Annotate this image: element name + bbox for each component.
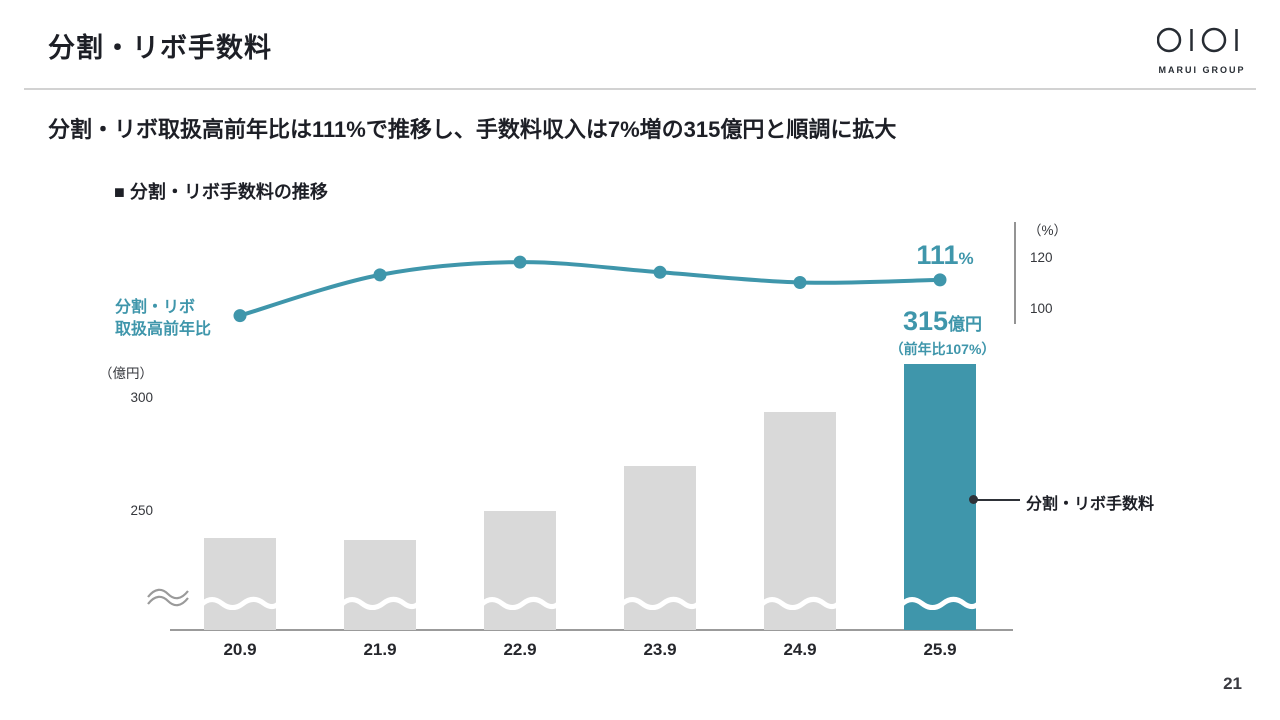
x-axis-line xyxy=(170,629,1013,631)
right-axis-line xyxy=(1014,222,1016,324)
callout-dot xyxy=(969,495,978,504)
callout-line xyxy=(976,499,1020,501)
bar-break-wave xyxy=(761,596,839,610)
left-tick-250: 250 xyxy=(130,503,153,518)
key-message: 分割・リボ取扱高前年比は111%で推移し、手数料収入は7%増の315億円と順調に… xyxy=(48,117,897,142)
page-number: 21 xyxy=(1223,674,1242,693)
slide-title: 分割・リボ手数料 xyxy=(48,33,272,63)
rate-annotation: 111% xyxy=(893,240,997,271)
x-tick-25.9: 25.9 xyxy=(923,640,957,659)
right-tick-100: 100 xyxy=(1030,301,1053,316)
right-tick-120: 120 xyxy=(1030,250,1053,265)
bar-24.9 xyxy=(761,411,839,630)
bar-break-wave xyxy=(901,596,979,610)
rate-value: 111 xyxy=(916,240,959,270)
bar-25.9 xyxy=(901,364,979,630)
right-axis-unit: （%） xyxy=(1028,223,1068,238)
bar-break-wave xyxy=(621,596,699,610)
bar-22.9 xyxy=(481,511,559,630)
x-tick-23.9: 23.9 xyxy=(643,640,677,659)
bar-break-wave xyxy=(341,596,419,610)
header-divider xyxy=(24,88,1256,90)
line-series-label-line2: 取扱高前年比 xyxy=(115,320,212,338)
marui-logo: MARUI GROUP xyxy=(1152,22,1252,75)
bar-20.9 xyxy=(201,538,279,630)
rate-unit: % xyxy=(958,249,974,268)
amount-note: （前年比107%） xyxy=(889,341,996,357)
bar-23.9 xyxy=(621,465,699,630)
bar-break-wave xyxy=(201,596,279,610)
amount-unit: 億円 xyxy=(948,315,983,334)
line-series-label-line1: 分割・リボ xyxy=(115,299,196,316)
x-tick-22.9: 22.9 xyxy=(503,640,537,659)
axis-break-icon xyxy=(147,588,189,607)
x-tick-24.9: 24.9 xyxy=(783,640,817,659)
x-tick-21.9: 21.9 xyxy=(363,640,397,659)
bar-series-label: 分割・リボ手数料 xyxy=(1026,496,1155,513)
marui-logo-text: MARUI GROUP xyxy=(1158,65,1246,75)
amount-value: 315 xyxy=(902,306,949,336)
marui-logo-mark xyxy=(1156,27,1238,53)
amount-annotation: 315億円 （前年比107%） xyxy=(860,306,1025,359)
x-tick-20.9: 20.9 xyxy=(223,640,257,659)
bar-break-wave xyxy=(481,596,559,610)
line-series-label: 分割・リボ 取扱高前年比 xyxy=(115,297,211,340)
amount-line: 315億円 xyxy=(860,306,1025,337)
chart-section-title: ■ 分割・リボ手数料の推移 xyxy=(114,182,328,202)
left-tick-300: 300 xyxy=(130,390,153,405)
bar-21.9 xyxy=(341,540,419,630)
left-axis-unit: （億円） xyxy=(99,366,153,381)
